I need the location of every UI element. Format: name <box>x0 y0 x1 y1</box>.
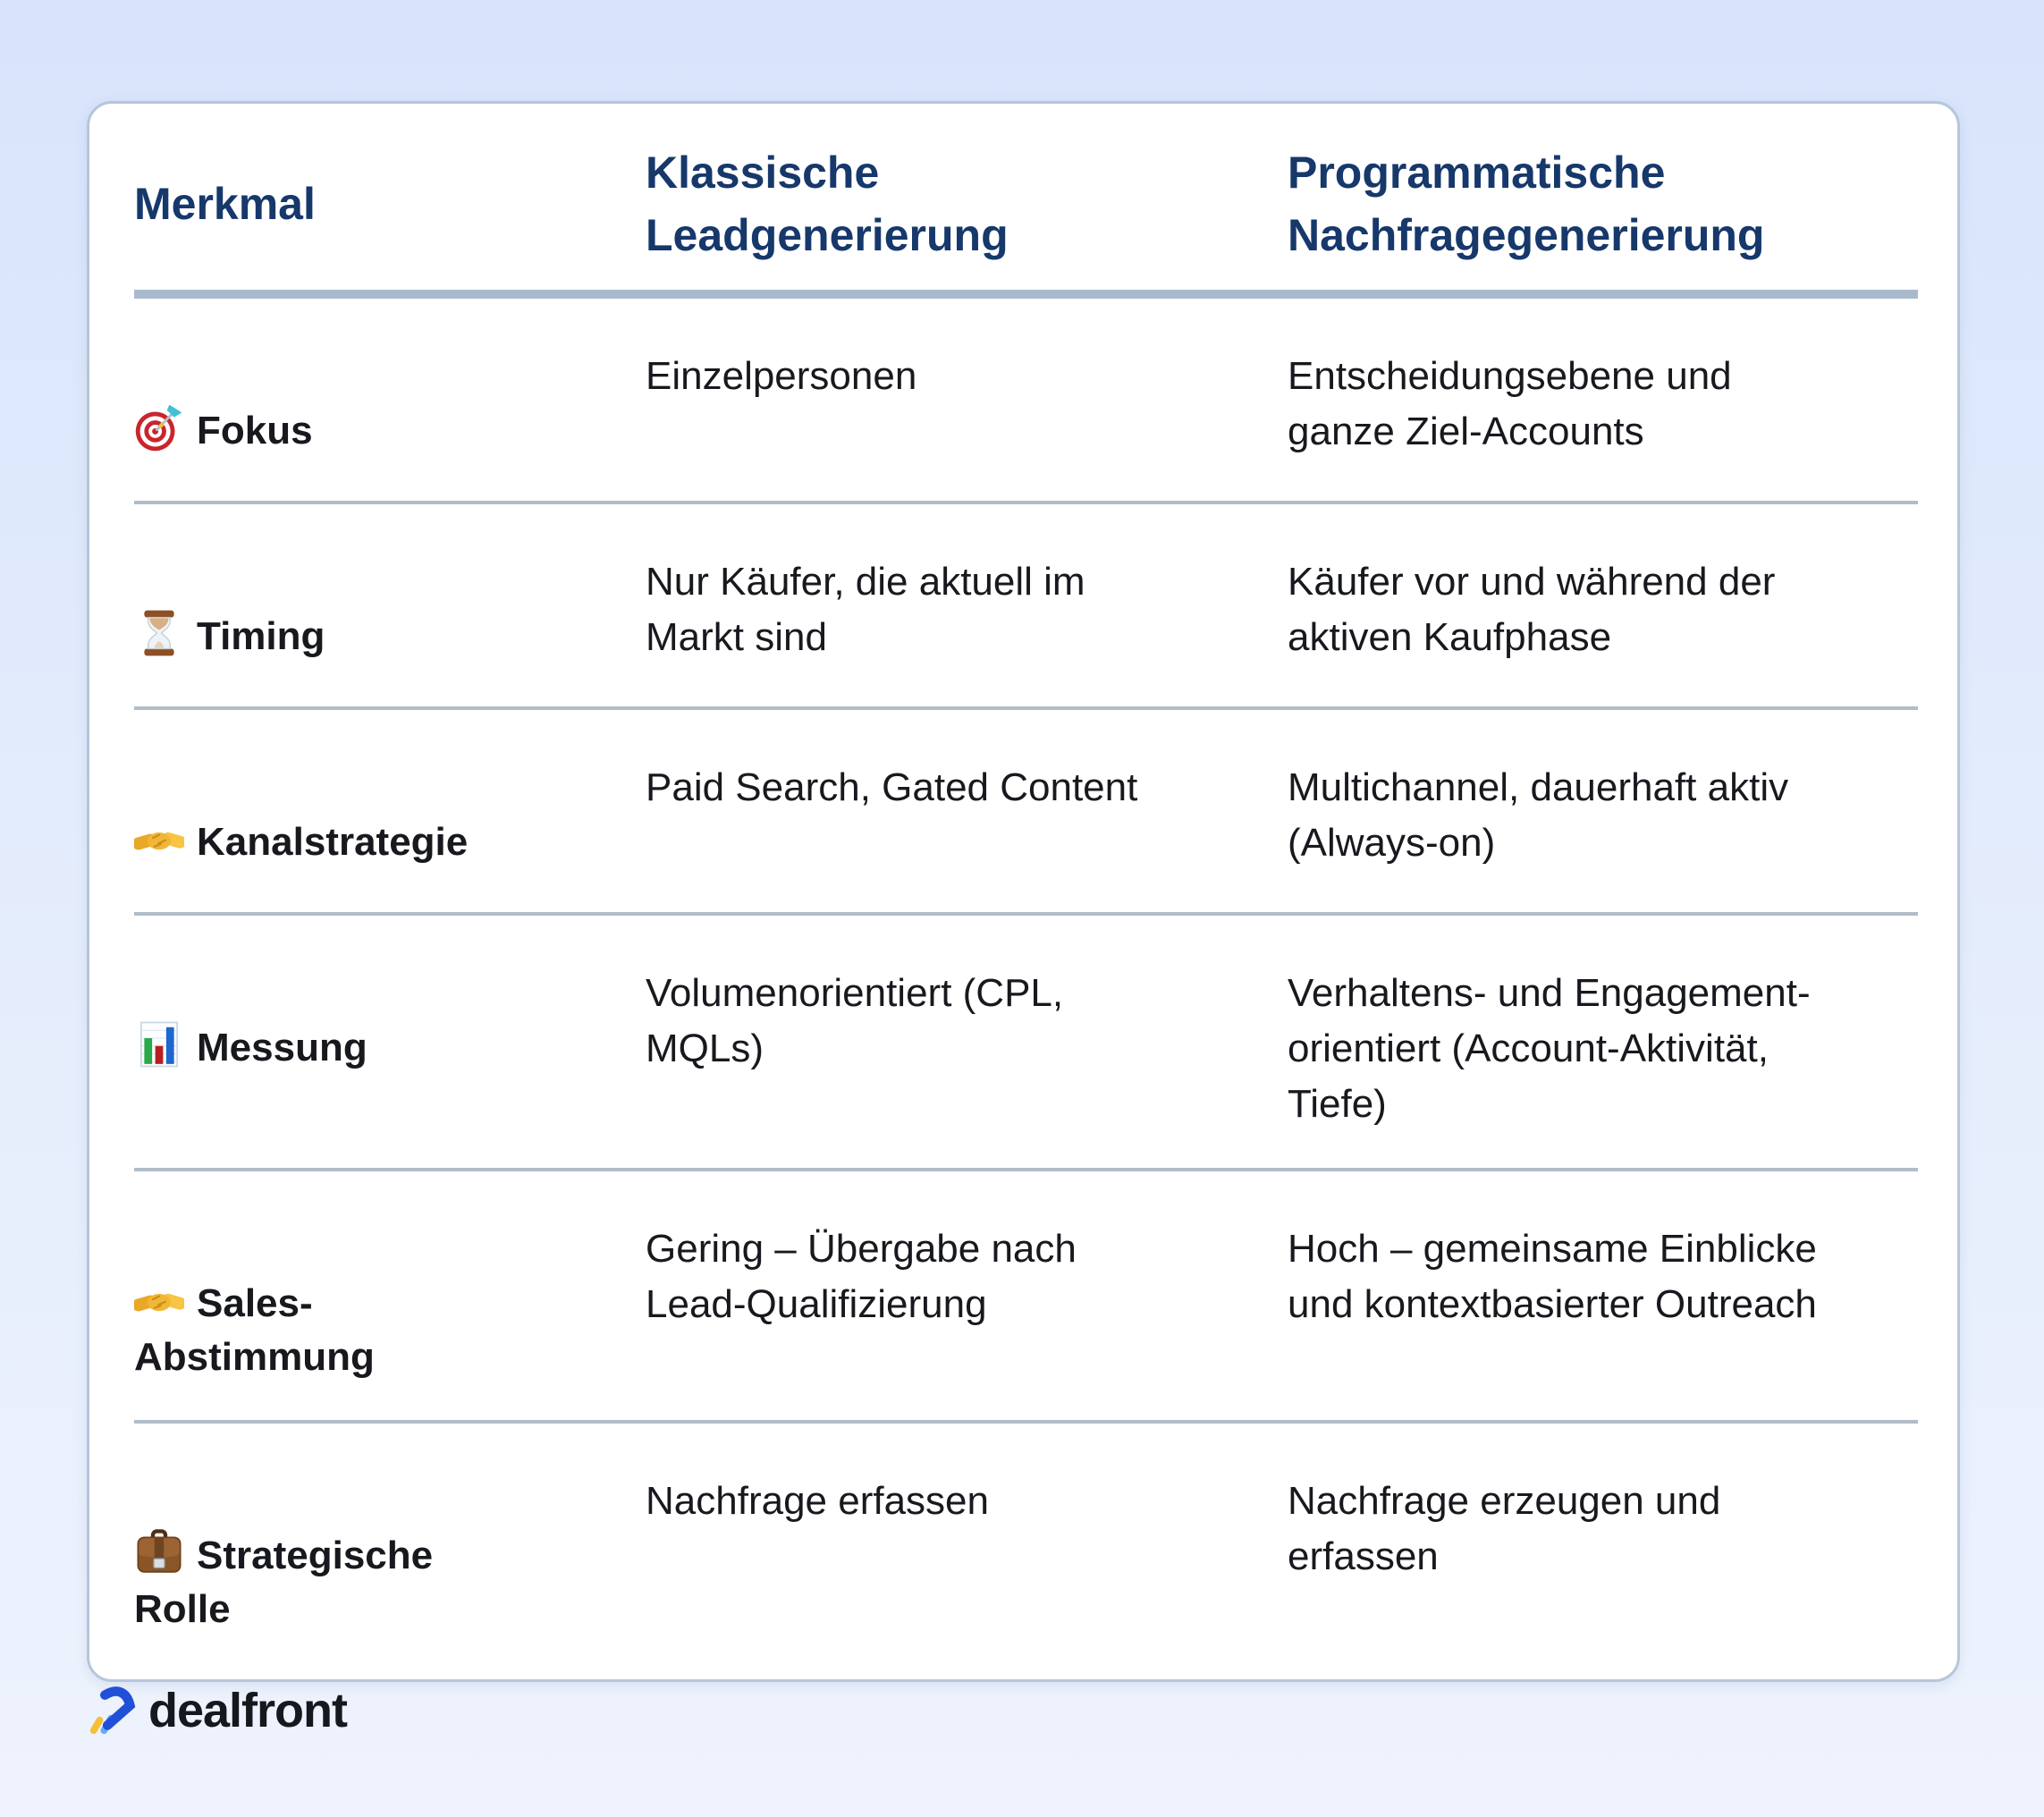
classic-leadgen-cell: Gering – Übergabe nach Lead-Qualifizieru… <box>646 1227 1077 1326</box>
feature-label: Timing <box>197 614 325 658</box>
classic-leadgen-cell: Nachfrage erfassen <box>646 1479 989 1523</box>
column-header-programmatische-nachfragegenerierung: Programmatische Nachfragegenerierung <box>1288 148 1765 260</box>
feature-cell: Timing <box>134 554 646 663</box>
table-row-kanalstrategie: Kanalstrategie Paid Search, Gated Conten… <box>134 710 1918 916</box>
brand-name: dealfront <box>148 1684 348 1737</box>
table-row-messung: Messung Volumenorientiert (CPL, MQLs) Ve… <box>134 916 1918 1171</box>
feature-cell: Fokus <box>134 349 646 458</box>
hourglass-icon <box>134 608 184 658</box>
dealfront-logo-mark-icon <box>89 1686 136 1735</box>
feature-label: Strategische Rolle <box>134 1534 434 1631</box>
feature-cell: Strategische Rolle <box>134 1474 646 1636</box>
programmatic-demandgen-cell: Verhaltens- und Engagement- orientiert (… <box>1288 971 1811 1126</box>
table-header-row: Merkmal Klassische Leadgenerierung Progr… <box>134 104 1918 299</box>
classic-leadgen-cell: Paid Search, Gated Content <box>646 765 1138 809</box>
classic-leadgen-cell: Einzelpersonen <box>646 354 917 398</box>
handshake-icon <box>134 814 184 864</box>
feature-label: Fokus <box>197 409 313 452</box>
comparison-table-card: Merkmal Klassische Leadgenerierung Progr… <box>87 101 1960 1682</box>
feature-label: Sales- Abstimmung <box>134 1281 375 1379</box>
feature-cell: Messung <box>134 966 646 1075</box>
programmatic-demandgen-cell: Nachfrage erzeugen und erfassen <box>1288 1479 1721 1578</box>
classic-leadgen-cell: Volumenorientiert (CPL, MQLs) <box>646 971 1064 1070</box>
feature-cell: Kanalstrategie <box>134 760 646 869</box>
programmatic-demandgen-cell: Käufer vor und während der aktiven Kaufp… <box>1288 560 1776 659</box>
classic-leadgen-cell: Nur Käufer, die aktuell im Markt sind <box>646 560 1085 659</box>
handshake-icon <box>134 1275 184 1325</box>
programmatic-demandgen-cell: Entscheidungsebene und ganze Ziel-Accoun… <box>1288 354 1732 453</box>
column-header-merkmal: Merkmal <box>134 179 316 229</box>
target-dart-icon <box>134 402 184 452</box>
bar-chart-icon <box>134 1019 184 1069</box>
table-row-strategische-rolle: Strategische Rolle Nachfrage erfassen Na… <box>134 1424 1918 1672</box>
feature-label: Kanalstrategie <box>197 820 469 864</box>
briefcase-icon <box>134 1527 184 1577</box>
table-row-timing: Timing Nur Käufer, die aktuell im Markt … <box>134 504 1918 710</box>
dealfront-logo: dealfront <box>88 1683 348 1738</box>
table-row-sales-abstimmung: Sales- Abstimmung Gering – Übergabe nach… <box>134 1171 1918 1424</box>
programmatic-demandgen-cell: Hoch – gemeinsame Einblicke und kontextb… <box>1288 1227 1817 1326</box>
column-header-klassische-leadgenerierung: Klassische Leadgenerierung <box>646 148 1009 260</box>
feature-label: Messung <box>197 1026 367 1069</box>
programmatic-demandgen-cell: Multichannel, dauerhaft aktiv (Always-on… <box>1288 765 1789 865</box>
table-row-fokus: Fokus Einzelpersonen Entscheidungsebene … <box>134 299 1918 504</box>
feature-cell: Sales- Abstimmung <box>134 1221 646 1384</box>
